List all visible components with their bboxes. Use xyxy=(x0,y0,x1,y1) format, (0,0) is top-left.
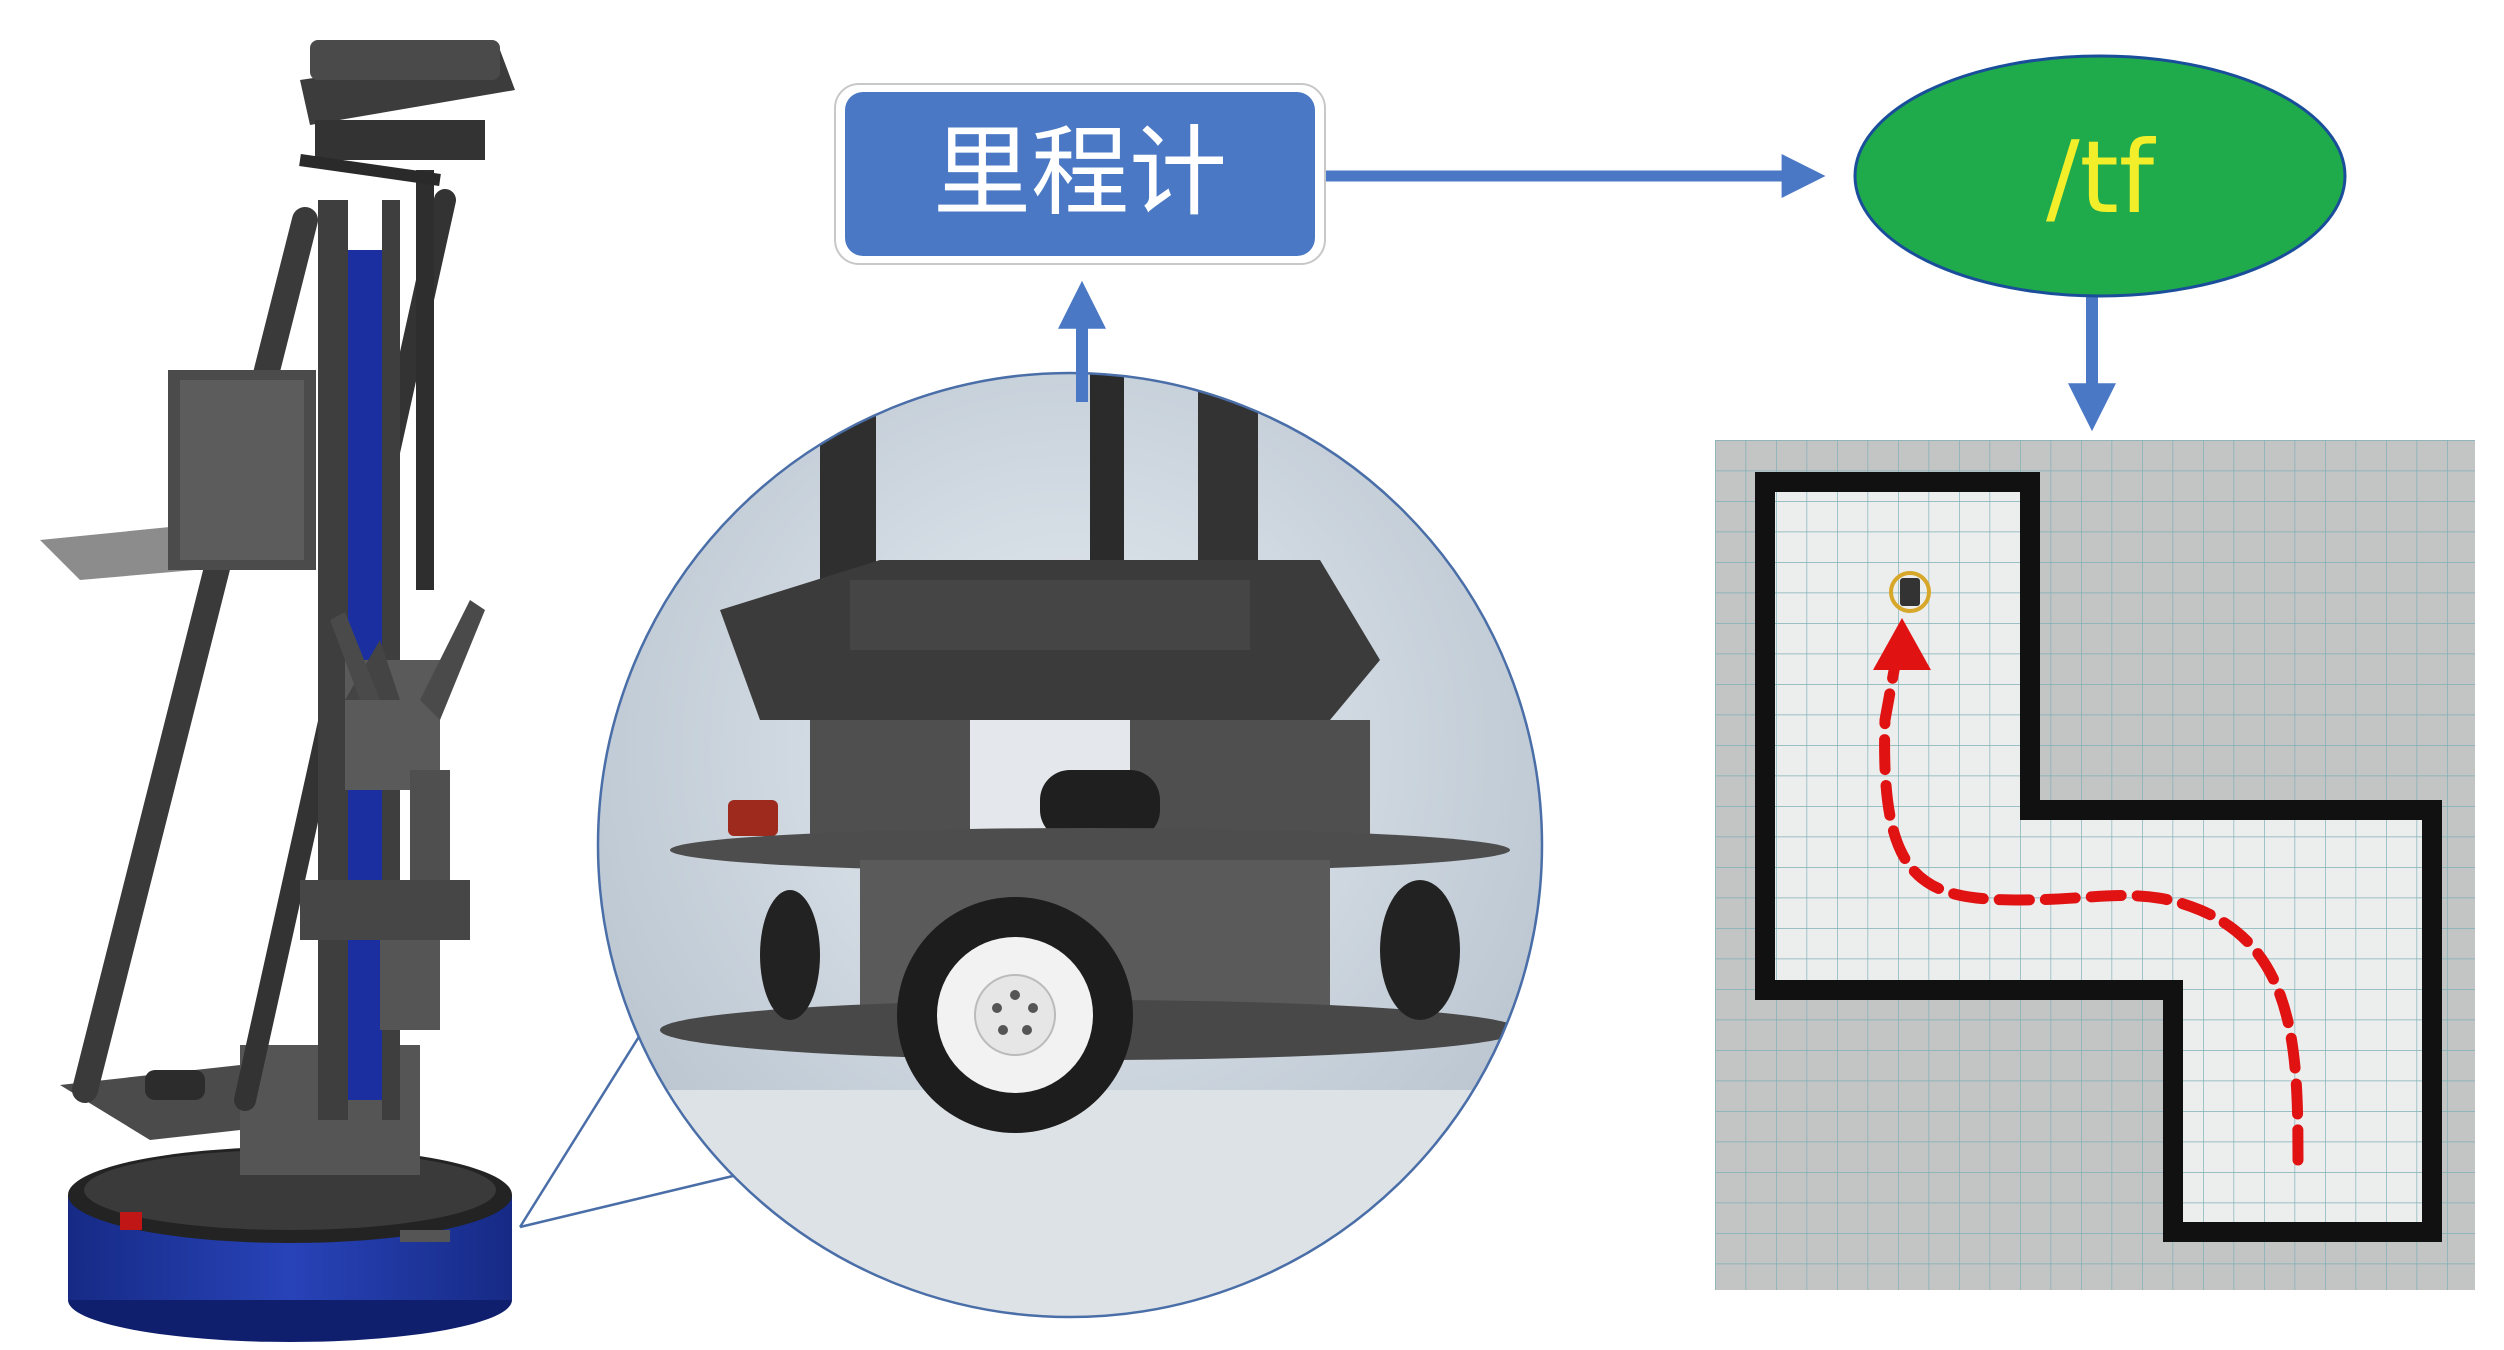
tf-node: /tf xyxy=(1853,54,2347,298)
odometry-node: 里程计 xyxy=(834,83,1326,265)
robot-path xyxy=(1879,659,2304,1166)
map-walls xyxy=(1755,472,2442,1242)
wheel-closeup xyxy=(596,371,1544,1319)
tf-label: /tf xyxy=(2046,119,2157,236)
robot-illustration xyxy=(40,40,515,1342)
odometry-label: 里程计 xyxy=(933,116,1227,230)
flow-arrows xyxy=(1058,154,2116,432)
occupancy-map xyxy=(1715,440,2475,1290)
callout-lines xyxy=(518,1034,759,1229)
path-arrowhead xyxy=(1873,618,1931,670)
robot-position-marker xyxy=(1889,571,1931,613)
